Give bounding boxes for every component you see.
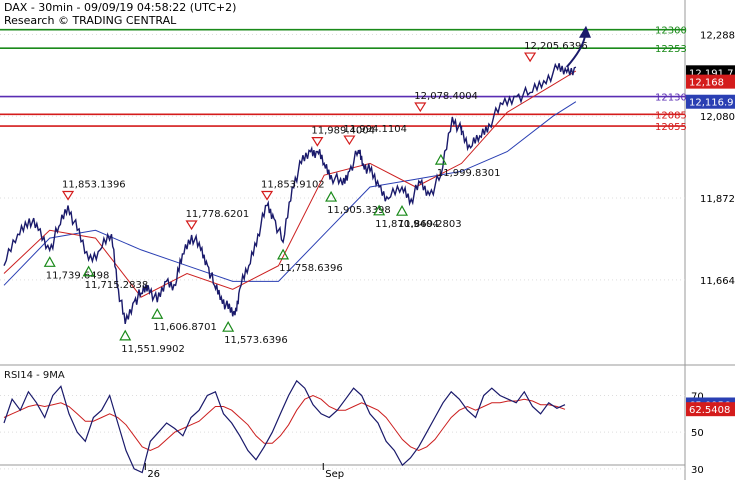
rsi-tag: 62.5408 [689,405,730,416]
forecast-arrow-shaft [565,35,586,68]
x-tick-label: Sep [325,469,344,480]
peak-marker [61,190,75,201]
level-label-12253: 12253 [655,44,687,55]
level-label-12085: 12085 [655,110,687,121]
trough-marker [325,190,338,202]
price-tag: 12,116.9 [689,98,734,109]
trough-label: 11,999.8301 [437,168,501,179]
rsi-series [3,379,566,474]
rsi-tag-bg [686,402,735,417]
price-y-tick: 12,080 [700,112,735,123]
trough-marker [151,307,164,319]
price-tag-bg [686,94,735,109]
price-tag-bg [686,74,735,89]
peak-marker [260,190,274,201]
rsi-ma-line [3,394,566,452]
price-tag: 12,191.7 [689,68,734,79]
ma-fast-line [3,70,577,298]
level-label-12055: 12055 [655,122,687,133]
peak-marker [524,52,537,63]
trough-label: 11,573.6396 [224,335,288,346]
rsi-line [3,379,566,474]
trough-label: 11,551.9902 [121,344,185,355]
x-tick-label: 26 [147,469,160,480]
rsi-panel-title: RSI14 - 9MA [4,370,65,381]
peak-label: 11,994.1104 [343,124,407,135]
ma-slow-line [3,101,577,286]
rsi-y-tick: 70 [691,392,704,403]
trough-marker [222,320,235,332]
forecast-arrow-head [579,25,591,38]
forecast-arrow [565,25,591,68]
trough-label: 11,758.6396 [279,263,343,274]
ma-slow-series [3,101,577,286]
peak-marker [343,135,356,146]
x-axis-ticks: 26 Sep [144,463,344,480]
peak-marker [414,102,427,113]
y-axis-ticks: 12,288 12,080 11,872 11,664 70 50 30 [691,30,735,475]
trough-marker [43,256,56,267]
level-label-12130: 12130 [655,93,687,104]
peak-label: 11,853.9102 [261,179,325,190]
peak-label: 11,853.1396 [62,179,126,190]
peak-label: 11,778.6201 [186,209,250,220]
price-y-tick: 12,288 [700,30,735,41]
trough-label: 11,870.9404 [375,219,439,230]
trough-marker [373,204,386,216]
chart-header-line2: Research © TRADING CENTRAL [4,14,177,27]
trough-marker [119,329,132,341]
trough-label: 11,715.2838 [85,280,149,291]
rsi-y-tick: 50 [691,428,704,439]
level-label-12300: 12300 [655,26,687,37]
peak-label: 12,205.6396 [524,41,588,52]
trough-marker [395,204,409,216]
price-series [3,62,577,325]
trough-marker [434,153,447,165]
trough-label: 11,869.2803 [398,219,462,230]
price-tag: 12,168 [689,78,724,89]
peak-marker [311,137,324,147]
ma-fast-series [3,70,577,298]
price-line [3,62,577,325]
rsi-y-tick: 30 [691,465,704,476]
trough-label: 11,739.6498 [46,270,110,281]
peak-marker [185,220,198,231]
peak-label: 12,078.4004 [414,91,478,102]
price-y-tick: 11,872 [700,194,735,205]
trough-label: 11,606.8701 [153,322,217,333]
trough-label: 11,905.3398 [327,205,391,216]
price-y-tick: 11,664 [700,276,735,287]
trough-marker [277,248,290,260]
peak-label: 11,989.4004 [311,126,375,137]
chart-header-line1: DAX - 30min - 09/09/19 04:58:22 (UTC+2) [4,1,236,14]
trough-marker [82,265,95,277]
